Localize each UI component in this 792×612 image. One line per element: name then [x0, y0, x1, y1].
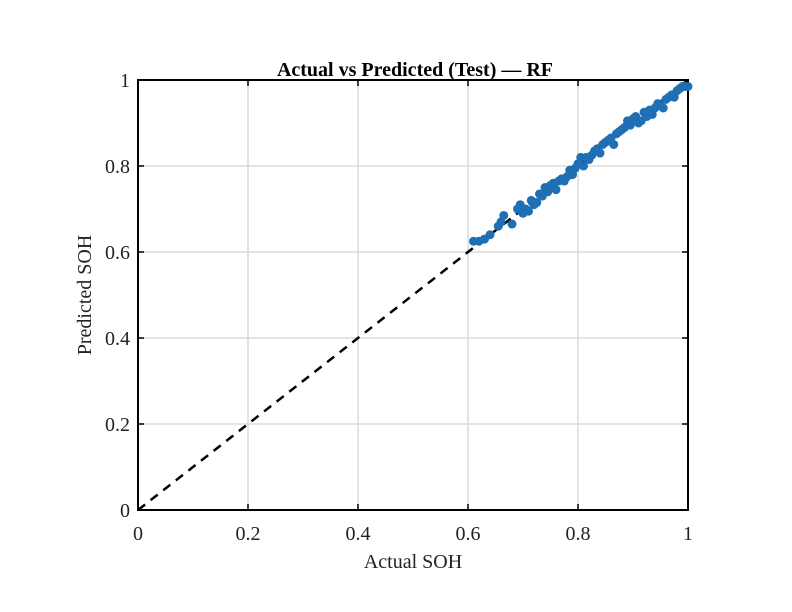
x-tick-label: 0.8	[566, 523, 591, 545]
y-axis-label: Predicted SOH	[74, 235, 96, 356]
data-point	[507, 219, 517, 229]
data-point	[683, 81, 693, 91]
x-axis-label: Actual SOH	[364, 551, 462, 573]
y-tick-label: 0.6	[105, 242, 130, 264]
chart-title: Actual vs Predicted (Test) — RF	[277, 59, 553, 81]
y-tick-label: 0.8	[105, 156, 130, 178]
y-tick-label: 1	[120, 70, 130, 92]
y-tick-label: 0.2	[105, 414, 130, 436]
x-tick-label: 0	[133, 523, 143, 545]
data-point	[499, 210, 509, 220]
x-tick-label: 1	[683, 523, 693, 545]
data-point	[485, 230, 495, 240]
data-point	[551, 185, 561, 195]
y-tick-label: 0	[120, 500, 130, 522]
x-tick-label: 0.2	[236, 523, 261, 545]
data-point	[532, 198, 542, 208]
y-tick-label: 0.4	[105, 328, 130, 350]
data-point	[609, 140, 619, 149]
x-tick-label: 0.4	[346, 523, 371, 545]
data-point	[595, 148, 605, 158]
data-points	[469, 81, 693, 246]
tick-labels: 0 0.2 0.4 0.6 0.8 1 0 0.2 0.4 0.6 0.8 1	[105, 70, 693, 545]
axes-frame	[137, 79, 689, 511]
x-tick-label: 0.6	[456, 523, 481, 545]
data-point	[658, 103, 668, 113]
data-point	[524, 206, 533, 216]
data-point	[579, 161, 588, 171]
